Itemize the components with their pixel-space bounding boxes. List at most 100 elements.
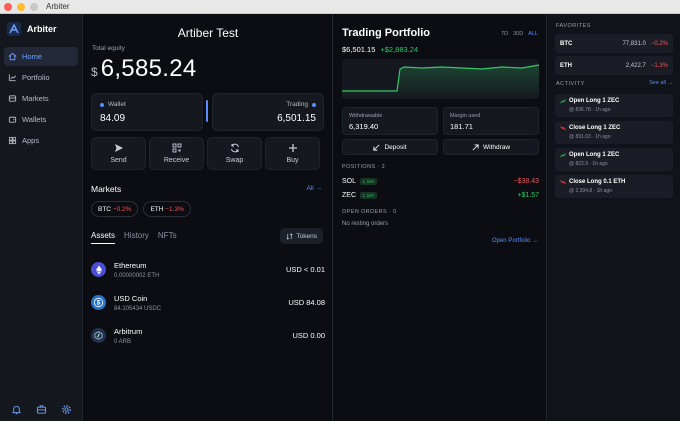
deposit-button[interactable]: Deposit bbox=[342, 139, 438, 155]
sidebar-item-wallets[interactable]: Wallets bbox=[4, 110, 78, 129]
range-all[interactable]: ALL bbox=[528, 31, 538, 37]
portfolio-title: Trading Portfolio bbox=[342, 27, 430, 39]
tab-history[interactable]: History bbox=[124, 231, 149, 240]
sidebar-item-home[interactable]: Home bbox=[4, 47, 78, 66]
favorite-row-eth[interactable]: ETH 2,422.7 −1.3% bbox=[555, 56, 673, 75]
minimize-window-button[interactable] bbox=[17, 2, 25, 11]
markets-all-link[interactable]: All → bbox=[306, 185, 322, 192]
swap-button[interactable]: Swap bbox=[207, 137, 262, 170]
wallet-balance-card[interactable]: Wallet 84.09 bbox=[91, 93, 203, 131]
buy-label: Buy bbox=[286, 157, 299, 164]
sidebar-bottom-icons bbox=[0, 404, 83, 415]
trend-down-icon bbox=[560, 180, 566, 185]
markets-heading: Markets bbox=[91, 184, 122, 194]
withdraw-label: Withdraw bbox=[482, 143, 511, 151]
withdrawable-card: Withdrawable 6,319.40 bbox=[342, 107, 438, 135]
withdraw-button[interactable]: Withdraw bbox=[443, 139, 539, 155]
wallet-label-row: Wallet bbox=[100, 101, 126, 108]
activity-item[interactable]: Open Long 1 ZEC @ 836.78 · 1h ago bbox=[555, 94, 673, 117]
swap-icon bbox=[230, 143, 239, 153]
close-window-button[interactable] bbox=[4, 2, 12, 11]
favorite-price: 2,422.7 bbox=[625, 62, 646, 69]
position-row-zec[interactable]: ZEC L 10× +$1.57 bbox=[342, 189, 539, 201]
currency-symbol: $ bbox=[91, 65, 98, 79]
activity-item[interactable]: Open Long 1 ZEC @ 822.9 · 1h ago bbox=[555, 148, 673, 171]
position-row-sol[interactable]: SOL L 10× −$38.43 bbox=[342, 175, 539, 187]
asset-tabs: Assets History NFTs bbox=[91, 231, 177, 244]
see-all-activity-link[interactable]: See all → bbox=[649, 80, 673, 86]
market-pill-symbol: BTC bbox=[98, 205, 111, 213]
brand: Arbiter bbox=[0, 14, 82, 44]
range-7d[interactable]: 7D bbox=[501, 31, 509, 37]
trading-portfolio-panel: Trading Portfolio 7D 30D ALL $6,501.15 +… bbox=[334, 14, 547, 421]
portfolio-icon bbox=[8, 74, 17, 82]
send-button[interactable]: Send bbox=[91, 137, 146, 170]
asset-name: Ethereum bbox=[114, 260, 147, 270]
asset-usd-value: USD < 0.01 bbox=[286, 265, 325, 274]
receive-button[interactable]: Receive bbox=[149, 137, 204, 170]
open-portfolio-link[interactable]: Open Portfolio → bbox=[491, 238, 538, 244]
balance-slider-handle[interactable] bbox=[206, 100, 208, 122]
quick-actions: Send Receive Swap Buy bbox=[91, 137, 320, 170]
position-symbol: ZEC bbox=[342, 191, 356, 199]
arbiter-logo-icon bbox=[7, 22, 21, 36]
trading-balance-card[interactable]: Trading 6,501.15 bbox=[212, 93, 324, 131]
tokens-sort-button[interactable]: Tokens bbox=[280, 228, 323, 244]
favorite-row-btc[interactable]: BTC 77,831.0 −0.2% bbox=[555, 34, 673, 53]
trend-up-icon bbox=[560, 99, 566, 104]
sidebar-item-label: Portfolio bbox=[22, 73, 50, 82]
range-selector: 7D 30D ALL bbox=[501, 31, 538, 37]
sidebar-item-label: Home bbox=[22, 52, 43, 61]
wallet-dot-icon bbox=[100, 102, 104, 107]
zoom-window-button[interactable] bbox=[30, 2, 38, 11]
total-equity-label: Total equity bbox=[92, 45, 125, 52]
gear-icon[interactable] bbox=[61, 404, 72, 415]
trading-label: Trading bbox=[286, 101, 308, 108]
market-pill-btc[interactable]: BTC −0.2% bbox=[91, 201, 139, 217]
wallet-icon bbox=[8, 116, 17, 123]
asset-row-usdc[interactable]: $ USD Coin 84.105434 USDC USD 84.08 bbox=[91, 287, 325, 318]
sidebar-item-label: Markets bbox=[22, 94, 49, 103]
total-equity-value: 6,585.24 bbox=[100, 55, 197, 82]
range-30d[interactable]: 30D bbox=[513, 31, 524, 37]
sidebar-item-apps[interactable]: Apps bbox=[4, 131, 78, 150]
open-orders-heading: OPEN ORDERS · 0 bbox=[342, 209, 397, 215]
sidebar-item-portfolio[interactable]: Portfolio bbox=[4, 68, 78, 87]
briefcase-icon[interactable] bbox=[36, 404, 47, 415]
portfolio-sparkline bbox=[342, 59, 539, 99]
activity-item[interactable]: Close Long 0.1 ETH @ 2,394.8 · 1h ago bbox=[555, 175, 673, 198]
sparkline-area bbox=[342, 65, 539, 99]
margin-used-label: Margin used bbox=[450, 113, 481, 119]
sidebar-item-markets[interactable]: Markets bbox=[4, 89, 78, 108]
usdc-icon: $ bbox=[91, 295, 106, 310]
activity-item[interactable]: Close Long 1 ZEC @ 831.03 · 1h ago bbox=[555, 121, 673, 144]
activity-title: Close Long 1 ZEC bbox=[569, 125, 621, 131]
position-symbol: SOL bbox=[342, 177, 357, 185]
asset-row-arbitrum[interactable]: Arbitrum 0 ARB USD 0.00 bbox=[91, 320, 325, 351]
favorite-change: −0.2% bbox=[650, 40, 668, 47]
no-orders-text: No resting orders bbox=[342, 221, 389, 227]
receive-label: Receive bbox=[163, 157, 190, 164]
right-panel: FAVORITES BTC 77,831.0 −0.2% ETH 2,422.7… bbox=[548, 14, 680, 421]
qr-code-icon bbox=[172, 143, 181, 153]
favorite-change: −1.3% bbox=[650, 62, 668, 69]
asset-row-ethereum[interactable]: Ethereum 0.00000002 ETH USD < 0.01 bbox=[91, 254, 325, 285]
tab-assets[interactable]: Assets bbox=[91, 231, 116, 244]
asset-info: Ethereum 0.00000002 ETH bbox=[114, 261, 286, 279]
arbitrum-icon bbox=[91, 328, 106, 343]
tokens-label: Tokens bbox=[296, 232, 317, 240]
home-icon bbox=[8, 52, 17, 61]
sidebar-item-label: Apps bbox=[22, 136, 40, 145]
deposit-label: Deposit bbox=[384, 143, 407, 151]
trading-value: 6,501.15 bbox=[277, 113, 316, 124]
markets-icon bbox=[8, 95, 17, 102]
asset-balance: 0.00000002 ETH bbox=[114, 272, 160, 279]
sidebar: Arbiter Home Portfolio Markets Wallets A… bbox=[0, 14, 83, 421]
bell-icon[interactable] bbox=[11, 404, 22, 415]
arrow-down-left-icon bbox=[373, 144, 380, 151]
tab-nfts[interactable]: NFTs bbox=[157, 231, 177, 240]
market-pill-eth[interactable]: ETH −1.3% bbox=[143, 201, 191, 217]
send-icon bbox=[114, 144, 123, 152]
asset-balance: 84.105434 USDC bbox=[114, 305, 162, 312]
buy-button[interactable]: Buy bbox=[265, 137, 320, 170]
